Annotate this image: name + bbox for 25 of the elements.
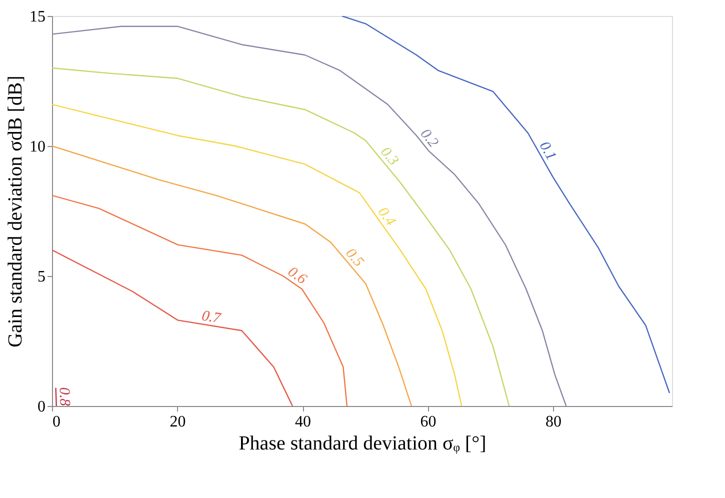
line-series [52, 194, 348, 406]
x-tick-label: 40 [295, 414, 312, 430]
x-axis-title: Phase standard deviation σᵩ [°] [238, 432, 486, 454]
text: 0.7 [200, 308, 224, 328]
line-series [52, 145, 412, 406]
text: 0.2 [416, 126, 442, 152]
text: 0.8 [56, 386, 72, 407]
line-series [52, 26, 567, 406]
y-tick-label: 10 [30, 138, 46, 156]
x-tick-label: 80 [546, 414, 562, 430]
y-tick-label: 0 [38, 398, 46, 416]
x-tick-label: 20 [170, 414, 186, 430]
y-axis-title: Gain standard deviation σdB [dB] [4, 76, 26, 348]
y-tick-label: 15 [30, 8, 46, 26]
text: 0.6 [284, 264, 310, 288]
x-tick-label: 0 [52, 414, 60, 430]
line-series [341, 16, 670, 394]
y-tick-label: 5 [38, 268, 46, 286]
line-series [52, 104, 462, 406]
text: 0.5 [342, 246, 367, 271]
text: 0.1 [536, 139, 560, 164]
x-tick-label: 60 [420, 414, 436, 430]
line-series [52, 67, 510, 406]
text: 0.3 [377, 144, 402, 169]
text: 0.4 [374, 204, 399, 230]
